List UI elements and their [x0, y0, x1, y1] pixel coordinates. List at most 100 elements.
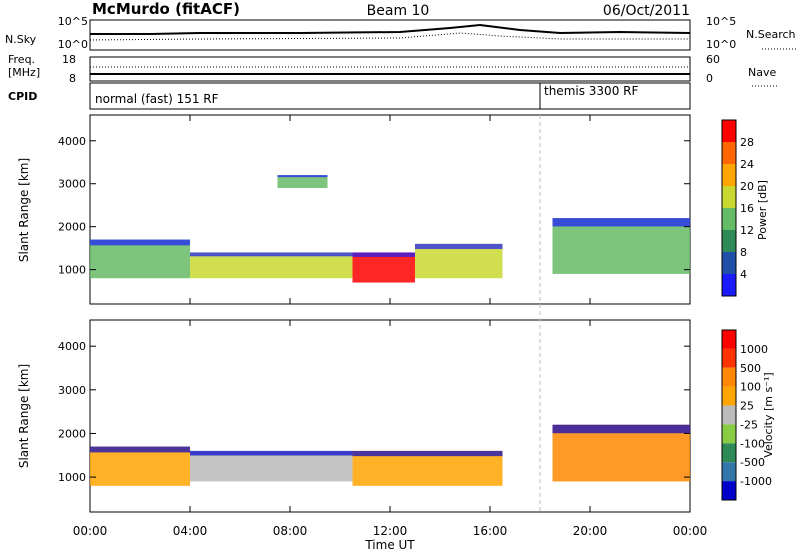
power-colorbar-label: Power [dB]	[756, 180, 769, 240]
power-yticks: 1000 2000 3000 4000	[58, 135, 690, 277]
data-band-edge	[190, 450, 353, 456]
data-band-edge	[190, 252, 353, 257]
colorbar-swatch	[722, 230, 736, 252]
colorbar-tick-label: -500	[740, 456, 765, 469]
colorbar-tick-label: 8	[740, 246, 747, 259]
velocity-yticks: 1000 2000 3000 4000	[58, 340, 690, 484]
x-tick-label: 20:00	[573, 524, 608, 538]
colorbar-tick-label: 500	[740, 362, 761, 375]
data-band-edge	[277, 175, 328, 178]
data-band	[277, 175, 328, 189]
freq-left-label-1: Freq.	[8, 53, 35, 66]
data-band-edge	[552, 218, 690, 227]
freq-panel: Freq. [MHz] 18 8 60 0 Nave	[8, 53, 778, 87]
colorbar-tick-label: -100	[740, 437, 765, 450]
colorbar-tick-label: 4	[740, 268, 747, 281]
colorbar-swatch	[722, 367, 736, 387]
velocity-colorbar: 1000 500 100 25 -25 -100 -500 -1000	[721, 329, 772, 501]
freq-left-tick-bottom: 8	[69, 72, 76, 85]
time-axis-label: Time UT	[364, 538, 415, 552]
x-tick-label: 00:00	[73, 524, 108, 538]
colorbar-tick-label: 16	[740, 202, 754, 215]
data-band-edge	[415, 243, 503, 250]
freq-left-label-2: [MHz]	[8, 66, 40, 79]
velocity-ylabel: Slant Range [km]	[17, 364, 31, 468]
colorbar-swatch	[722, 164, 736, 186]
data-band	[552, 218, 690, 274]
data-band-edge	[352, 450, 503, 457]
velocity-colorbar-label: Velocity [m s⁻¹]	[762, 372, 775, 457]
colorbar-swatch	[722, 142, 736, 164]
colorbar-swatch	[722, 252, 736, 274]
data-band	[190, 252, 353, 279]
data-band	[415, 243, 503, 279]
time-axis: 00:00 04:00 08:00 12:00 16:00 20:00 00:00	[73, 115, 708, 538]
noise-left-label: N.Sky	[5, 33, 37, 46]
noise-panel: N.Sky 10^5 10^0 10^5 10^0 N.Search	[5, 15, 796, 51]
colorbar-swatch	[722, 274, 736, 296]
beam-title: Beam 10	[367, 3, 430, 19]
noise-sky-line	[90, 23, 691, 35]
freq-left-tick-top: 18	[62, 53, 76, 66]
y-tick-label: 4000	[58, 135, 86, 148]
colorbar-tick-label: -25	[740, 418, 758, 431]
y-tick-label: 2000	[58, 427, 86, 440]
colorbar-frame	[721, 329, 737, 501]
noise-left-tick-top: 10^5	[58, 15, 88, 28]
colorbar-swatch	[722, 120, 736, 142]
data-band	[190, 450, 353, 482]
power-data	[90, 175, 690, 283]
x-tick-label: 04:00	[173, 524, 208, 538]
velocity-panel: 1000 2000 3000 4000 Slant Range [km] 1000 50…	[17, 319, 775, 513]
x-tick-label: 16:00	[473, 524, 508, 538]
y-tick-label: 1000	[58, 471, 86, 484]
data-band	[90, 446, 190, 486]
x-tick-label: 12:00	[373, 524, 408, 538]
y-tick-label: 1000	[58, 264, 86, 277]
y-tick-label: 2000	[58, 221, 86, 234]
data-band	[352, 252, 415, 283]
colorbar-tick-label: 1000	[740, 343, 768, 356]
y-tick-label: 3000	[58, 178, 86, 191]
colorbar-swatch	[722, 462, 736, 482]
colorbar-tick-label: 12	[740, 224, 754, 237]
data-band-edge	[352, 252, 415, 257]
colorbar-swatch	[722, 481, 736, 500]
power-ylabel: Slant Range [km]	[17, 158, 31, 262]
colorbar-tick-label: 28	[740, 136, 754, 149]
colorbar-swatch	[722, 443, 736, 463]
noise-left-tick-bottom: 10^0	[58, 38, 88, 51]
velocity-data	[90, 424, 690, 486]
colorbar-swatch	[722, 330, 736, 349]
cpid-label: CPID	[8, 90, 37, 103]
data-band-edge	[552, 424, 690, 434]
cpid-panel: CPID normal (fast) 151 RF themis 3300 RF	[8, 82, 691, 110]
noise-right-label: N.Search	[746, 28, 796, 41]
colorbar-tick-label: -1000	[740, 475, 772, 488]
freq-right-tick-top: 60	[706, 53, 720, 66]
data-band	[90, 239, 190, 279]
cpid-segment-2: themis 3300 RF	[544, 84, 638, 98]
y-tick-label: 4000	[58, 340, 86, 353]
freq-right-label: Nave	[748, 66, 776, 79]
station-title: McMurdo (fitACF)	[92, 0, 240, 18]
colorbar-tick-label: 24	[740, 158, 754, 171]
colorbar-swatch	[722, 186, 736, 208]
x-tick-label: 00:00	[673, 524, 708, 538]
data-band	[352, 450, 503, 486]
colorbar-tick-label: 20	[740, 180, 754, 193]
colorbar-frame	[721, 119, 737, 297]
noise-right-tick-top: 10^5	[706, 15, 736, 28]
colorbar-tick-label: 25	[740, 400, 754, 413]
data-band-edge	[90, 446, 190, 453]
data-band	[552, 424, 690, 482]
colorbar-swatch	[722, 208, 736, 230]
x-tick-label: 08:00	[273, 524, 308, 538]
colorbar-swatch	[722, 405, 736, 425]
colorbar-swatch	[722, 348, 736, 368]
power-panel: 1000 2000 3000 4000 Slant Range [km] 4 8 12 16…	[17, 114, 769, 305]
freq-right-tick-bottom: 0	[706, 72, 713, 85]
colorbar-swatch	[722, 386, 736, 406]
data-band-edge	[90, 239, 190, 246]
